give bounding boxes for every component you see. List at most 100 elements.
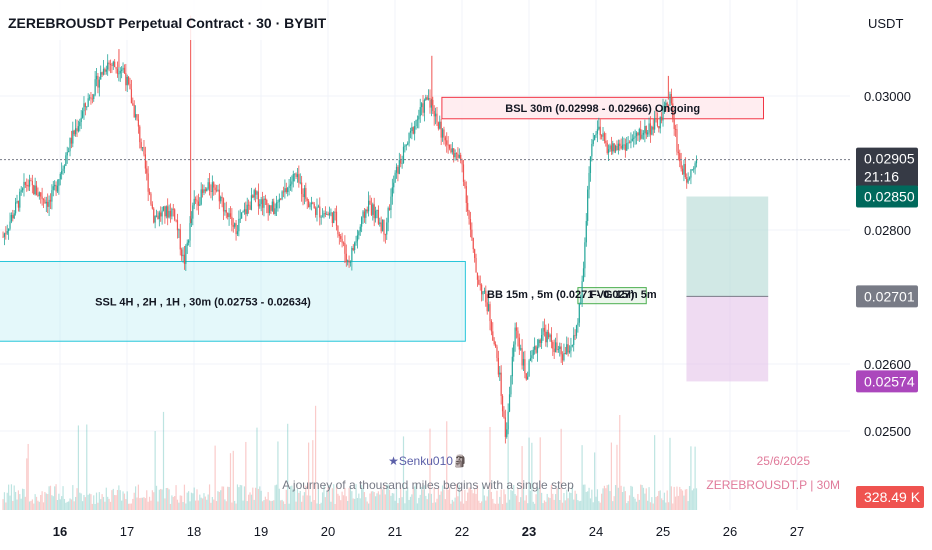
price-tick-label: 0.03000: [864, 89, 911, 104]
volume-bar: [162, 411, 165, 510]
candle-body: [381, 219, 384, 232]
candle-body: [592, 139, 594, 144]
volume-bar: [568, 492, 571, 510]
volume-bar: [557, 485, 559, 510]
candle-body: [674, 128, 677, 130]
volume-bar: [425, 495, 427, 510]
candle-body: [81, 111, 84, 118]
volume-bar: [465, 500, 467, 510]
volume-bar: [296, 489, 299, 510]
volume-bar: [333, 484, 335, 510]
volume-bar: [617, 487, 619, 510]
candle-body: [458, 154, 460, 158]
volume-bar: [42, 502, 45, 510]
candle-body: [538, 339, 540, 347]
time-tick-label: 17: [120, 524, 134, 539]
volume-bar: [567, 498, 569, 510]
price-badge-value: 0.02905: [864, 151, 915, 167]
candle-body: [287, 187, 289, 193]
volume-bar: [214, 445, 216, 510]
volume-bar: [16, 499, 18, 510]
author-signature: ★Senku010🗿: [388, 454, 468, 468]
candle-body: [220, 196, 222, 202]
candle-body: [183, 254, 186, 264]
candle-body: [630, 140, 632, 144]
position-tool[interactable]: [686, 196, 769, 382]
volume-bar: [472, 493, 474, 510]
volume-bar: [414, 486, 416, 510]
candle-body: [379, 222, 381, 224]
volume-bar: [309, 495, 311, 510]
candle-body: [460, 154, 462, 161]
volume-bar: [645, 488, 647, 510]
candle-body: [267, 204, 269, 213]
volume-bar: [347, 500, 349, 510]
candle-body: [521, 348, 523, 366]
time-axis[interactable]: 16 17 18 19 20 21 22 23 24 25 26 27: [53, 524, 804, 539]
volume-bar: [128, 503, 130, 510]
volume-bar: [95, 492, 98, 510]
candle-body: [475, 257, 477, 273]
candle-body: [492, 331, 494, 341]
volume-bar: [23, 489, 25, 510]
volume-bar: [229, 453, 232, 510]
volume-bar: [196, 489, 198, 510]
volume-bar: [308, 442, 310, 510]
candle-body: [254, 190, 257, 195]
volume-bar: [504, 494, 506, 510]
volume-bar: [609, 491, 611, 510]
volume-bar: [119, 490, 121, 510]
candle-body: [88, 97, 91, 99]
volume-bar: [150, 500, 152, 510]
currency-label[interactable]: USDT: [868, 16, 903, 31]
candle-body: [561, 354, 564, 361]
volume-bar: [612, 501, 614, 510]
candle-body: [334, 211, 336, 213]
volume-bar: [204, 496, 206, 510]
volume-bar: [116, 489, 119, 510]
candle-body: [414, 125, 416, 134]
volume-bar: [564, 500, 566, 510]
volume-bar: [585, 491, 587, 510]
candle-body: [150, 193, 152, 205]
candle-body: [242, 211, 244, 213]
volume-bar: [362, 488, 364, 510]
candle-body: [3, 233, 6, 237]
volume-bar: [545, 501, 547, 510]
price-axis[interactable]: 0.03000 0.02800 0.02600 0.02500 0.02905 21:16…: [856, 89, 924, 508]
volume-bar: [391, 493, 393, 510]
volume-bar: [58, 493, 60, 510]
candle-body: [483, 290, 486, 292]
volume-bar: [469, 487, 472, 510]
candle-body: [437, 122, 439, 129]
volume-bar: [130, 503, 133, 510]
candle-body: [291, 181, 293, 185]
candle-body: [623, 144, 625, 146]
candle-body: [548, 331, 550, 338]
volume-bar: [168, 489, 170, 510]
candle-body: [266, 199, 268, 205]
volume-bar: [344, 487, 346, 510]
candle-body: [676, 129, 678, 152]
candle-body: [654, 118, 656, 130]
candle-body: [397, 166, 399, 174]
volume-bar: [275, 484, 278, 510]
volume-bar: [9, 495, 11, 510]
volume-bar: [319, 503, 321, 510]
candle-body: [345, 253, 347, 263]
candle-body: [365, 209, 367, 218]
candle-body: [485, 290, 487, 303]
volume-bar: [603, 485, 606, 510]
volume-bar: [45, 493, 47, 510]
ssl-zone: [0, 260, 466, 342]
volume-bar: [577, 500, 579, 510]
volume-bar: [388, 490, 391, 510]
volume-bar: [351, 491, 353, 510]
candle-body: [208, 182, 211, 191]
candle-body: [580, 302, 582, 304]
volume-bar: [501, 503, 504, 510]
candle-body: [104, 68, 106, 72]
volume-bar: [189, 501, 191, 510]
volume-bar: [253, 499, 255, 510]
